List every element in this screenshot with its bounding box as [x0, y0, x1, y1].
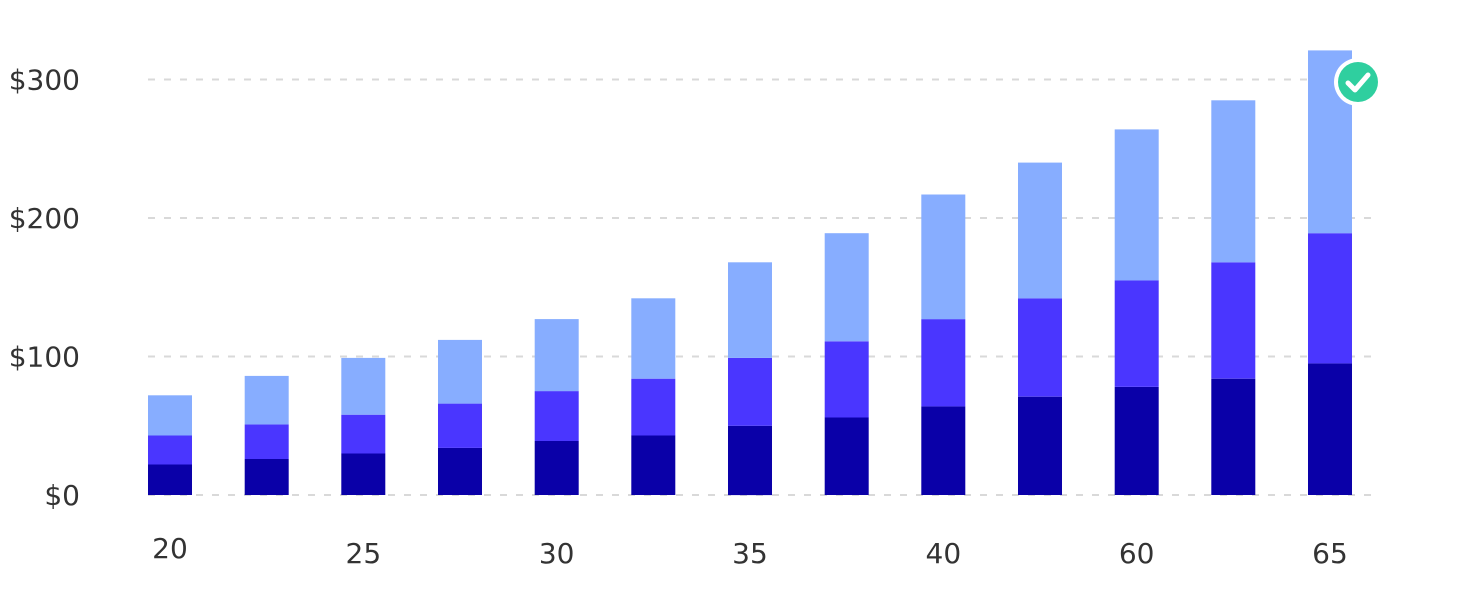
bar-segment: [148, 464, 192, 495]
bar-segment: [1211, 100, 1256, 263]
bar-segment: [728, 425, 772, 496]
bar-segment: [244, 375, 289, 425]
bar-segment: [438, 339, 482, 404]
bar-segment: [1211, 262, 1256, 379]
bar-segment: [1018, 298, 1062, 397]
bar-segment: [534, 319, 579, 392]
x-tick-label: 20: [152, 532, 188, 565]
y-tick-label: $100: [9, 341, 80, 374]
bar-segment: [824, 233, 869, 342]
bar-segment: [921, 319, 966, 407]
x-tick-label: 60: [1119, 537, 1155, 570]
x-tick-label: 35: [732, 537, 768, 570]
bar-segment: [728, 357, 772, 426]
bar-segment: [824, 341, 869, 418]
bar-segment: [244, 424, 289, 459]
bar-segment: [1114, 387, 1159, 495]
bar-segment: [1308, 363, 1352, 495]
bar-segment: [631, 435, 676, 495]
bar-segment: [534, 391, 579, 441]
check-icon-fill: [1338, 62, 1378, 102]
bar-segment: [1018, 396, 1062, 495]
x-axis-ticks: 20 25 30 35 40 60 65: [152, 532, 1348, 570]
bar-segment: [631, 378, 676, 436]
bars: [148, 50, 1352, 496]
bar-segment: [1308, 233, 1352, 364]
bar-segment: [148, 395, 192, 436]
x-tick-label: 30: [539, 537, 575, 570]
x-tick-label: 25: [346, 537, 382, 570]
check-circle-icon: [1334, 58, 1382, 106]
bar-segment: [438, 403, 482, 448]
bar-segment: [1114, 280, 1159, 387]
bar-segment: [921, 406, 966, 495]
bar-segment: [244, 459, 289, 495]
bar-segment: [438, 447, 482, 495]
bar-segment: [1211, 378, 1256, 495]
gridlines: [148, 78, 1380, 496]
check-mark: [1345, 72, 1371, 93]
bar-segment: [148, 435, 192, 465]
bar-segment: [921, 194, 966, 320]
bar-segment: [341, 414, 386, 454]
y-tick-label: $200: [9, 202, 80, 235]
x-tick-label: 40: [926, 537, 962, 570]
bar-segment: [341, 357, 386, 415]
bar-segment: [824, 417, 869, 495]
bar-segment: [1114, 129, 1159, 281]
y-axis-ticks: $0 $100 $200 $300: [9, 64, 80, 513]
x-tick-label: 65: [1312, 537, 1348, 570]
bar-segment: [534, 441, 579, 495]
bar-segment: [631, 298, 676, 379]
bar-segment: [1018, 162, 1062, 299]
bar-segment: [341, 453, 386, 495]
y-tick-label: $300: [9, 64, 80, 97]
bar-segment: [728, 262, 772, 358]
marker-layer: [1334, 58, 1382, 106]
y-tick-label: $0: [44, 479, 80, 512]
